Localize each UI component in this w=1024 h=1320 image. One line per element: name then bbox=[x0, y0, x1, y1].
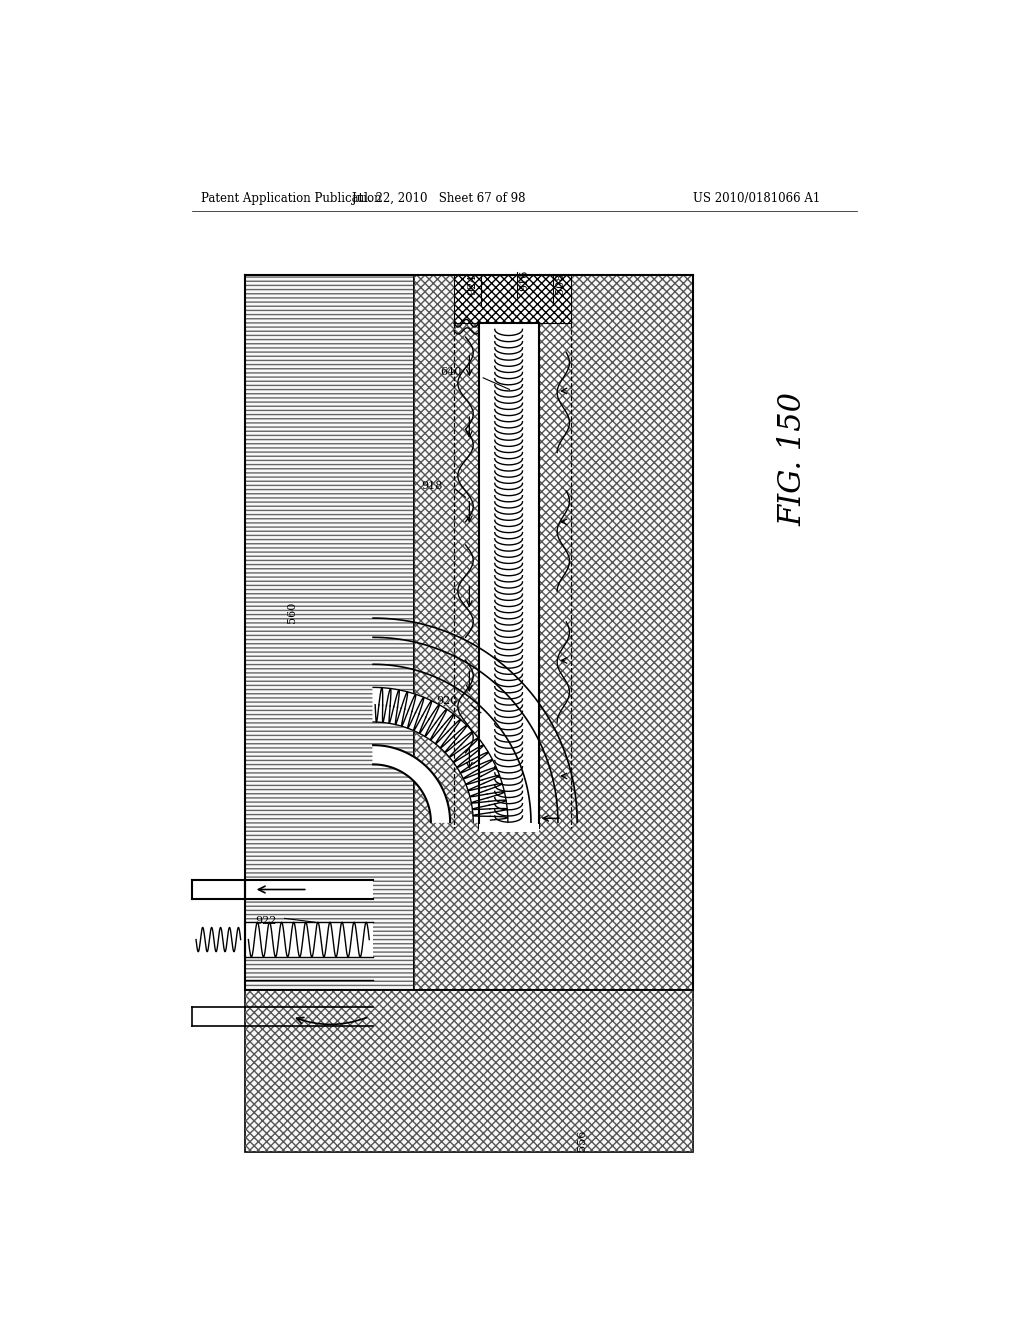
Bar bbox=[245, 990, 692, 1151]
Bar bbox=[245, 990, 692, 1151]
Text: 922: 922 bbox=[255, 916, 276, 925]
Bar bbox=[454, 323, 478, 829]
Text: Patent Application Publication: Patent Application Publication bbox=[202, 191, 382, 205]
Bar bbox=[454, 276, 571, 323]
Text: FIG. 150: FIG. 150 bbox=[777, 392, 808, 525]
Text: US 2010/0181066 A1: US 2010/0181066 A1 bbox=[692, 191, 820, 205]
Bar bbox=[539, 323, 571, 829]
Bar bbox=[454, 323, 478, 829]
Polygon shape bbox=[373, 744, 451, 822]
Text: 508: 508 bbox=[555, 272, 565, 294]
Bar bbox=[245, 276, 414, 990]
Text: 556: 556 bbox=[578, 1130, 587, 1151]
Text: 918: 918 bbox=[421, 480, 442, 491]
Bar bbox=[478, 323, 539, 829]
Text: 916: 916 bbox=[519, 271, 529, 292]
Bar bbox=[245, 880, 373, 899]
Bar bbox=[245, 923, 373, 957]
Text: 924: 924 bbox=[467, 275, 477, 296]
Text: 920: 920 bbox=[436, 696, 458, 706]
Bar bbox=[414, 276, 692, 990]
Polygon shape bbox=[373, 688, 508, 822]
Text: 560: 560 bbox=[288, 602, 297, 623]
Bar bbox=[539, 323, 571, 829]
Bar bbox=[414, 276, 692, 990]
Bar bbox=[478, 825, 539, 832]
Bar bbox=[245, 276, 414, 990]
Text: 640: 640 bbox=[440, 367, 462, 378]
Text: Jul. 22, 2010   Sheet 67 of 98: Jul. 22, 2010 Sheet 67 of 98 bbox=[352, 191, 525, 205]
